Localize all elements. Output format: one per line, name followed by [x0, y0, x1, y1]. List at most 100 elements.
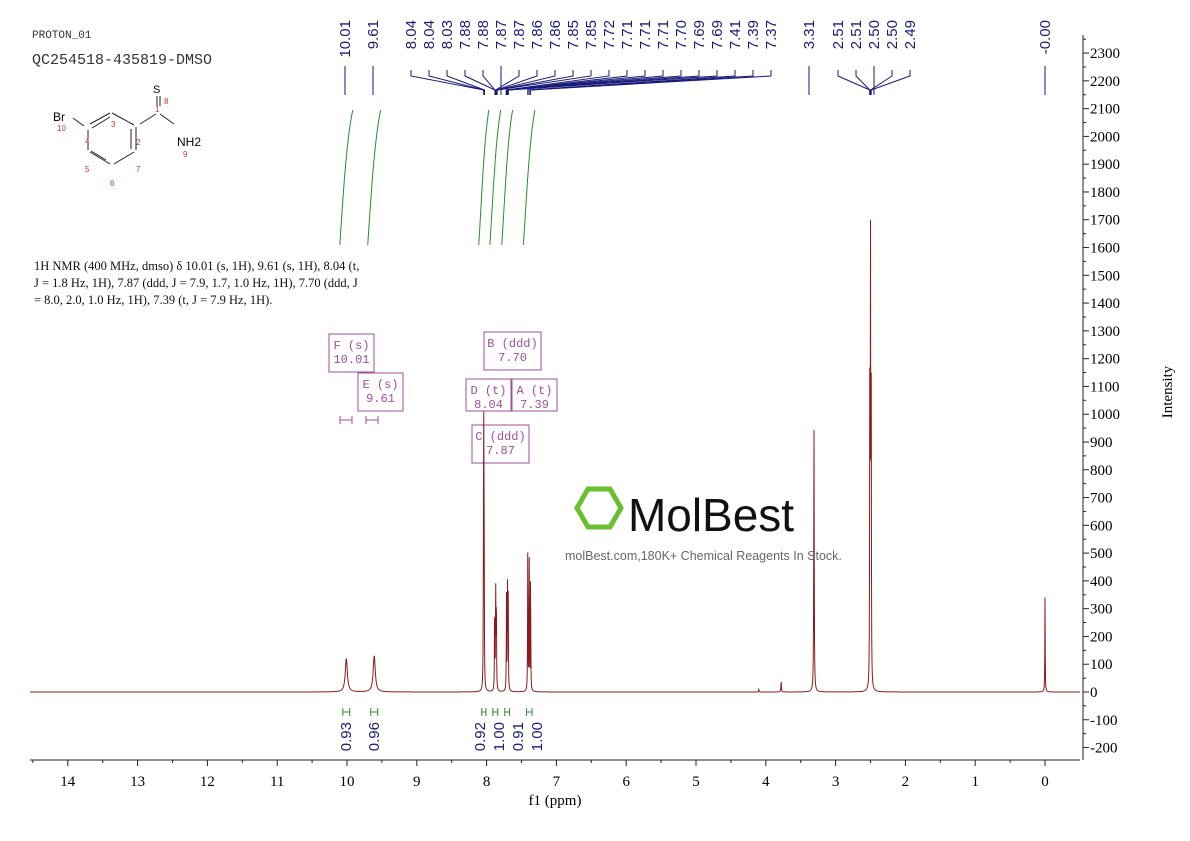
- peak-label: 7.87: [511, 20, 528, 49]
- integral-bracket: [492, 708, 499, 716]
- atom-number: 9: [183, 150, 188, 159]
- sample-name: QC254518-435819-DMSO: [32, 52, 213, 69]
- multiplet-box: [483, 331, 542, 371]
- peak-label: 7.69: [691, 20, 708, 49]
- multiplet-label: C (ddd): [475, 430, 525, 444]
- x-tick-label: 8: [483, 774, 491, 790]
- peak-label-leader: [506, 70, 664, 95]
- atom-number: 4: [85, 137, 90, 146]
- atom-number: 8: [164, 97, 169, 106]
- integral-bracket: [481, 708, 487, 716]
- multiplet-box: [328, 333, 375, 373]
- peak-label-leader: [495, 70, 520, 95]
- peak-label: 7.86: [547, 20, 564, 49]
- integral-bracket: [504, 708, 511, 716]
- y-tick-label: 100: [1090, 657, 1113, 673]
- y-tick-label: 200: [1090, 629, 1113, 645]
- peak-label: 7.71: [637, 20, 654, 49]
- multiplet-range: [339, 416, 353, 424]
- integral-bracket: [525, 708, 533, 716]
- integral-curve: [367, 109, 382, 246]
- description-line: = 8.0, 2.0, 1.0 Hz, 1H), 7.39 (t, J = 7.…: [34, 293, 273, 307]
- multiplet-value: 8.04: [474, 398, 503, 412]
- x-tick-label: 0: [1041, 774, 1049, 790]
- integral-value: 1.00: [529, 722, 546, 751]
- peak-label: 7.41: [727, 20, 744, 49]
- x-tick-label: 12: [200, 774, 215, 790]
- peak-label-leader: [428, 70, 485, 95]
- integral-curve: [501, 109, 514, 246]
- x-tick-label: 10: [340, 774, 355, 790]
- x-axis-label: f1 (ppm): [529, 793, 582, 809]
- atom-number: 1: [155, 105, 160, 114]
- multiplet-label: A (t): [516, 384, 552, 398]
- integral-value: 0.96: [366, 722, 383, 751]
- y-tick-label: 300: [1090, 602, 1113, 618]
- peak-label-leader: [870, 70, 893, 95]
- y-tick-label: 1200: [1090, 352, 1120, 368]
- x-tick-label: 7: [553, 774, 561, 790]
- molecule-structure: Br S NH2 1 2 3 4 5 6 7 8 9 10: [53, 84, 201, 188]
- atom-nh2: NH2: [177, 135, 201, 149]
- peak-label-leader: [837, 70, 871, 95]
- x-tick-label: 13: [130, 774, 145, 790]
- integral-value: 0.92: [472, 722, 489, 751]
- y-tick-label: 700: [1090, 491, 1113, 507]
- integral-value: 0.91: [510, 722, 527, 751]
- y-tick-label: -100: [1090, 713, 1118, 729]
- atom-s: S: [153, 84, 160, 96]
- y-tick-label: 1800: [1090, 185, 1120, 201]
- peak-label: 2.50: [884, 20, 901, 49]
- x-tick-label: 14: [60, 774, 76, 790]
- x-tick-label: 4: [762, 774, 770, 790]
- x-tick-label: 3: [832, 774, 840, 790]
- integral-value: 1.00: [491, 722, 508, 751]
- multiplet-box: [511, 378, 558, 412]
- peak-label-leader: [527, 70, 736, 95]
- multiplet-value: 7.87: [486, 444, 515, 458]
- integral-curve: [522, 109, 536, 246]
- y-tick-label: 900: [1090, 435, 1113, 451]
- integral-curve: [489, 109, 502, 246]
- peak-label-leader: [530, 70, 772, 95]
- multiplet-box: [465, 378, 512, 412]
- multiplet-label: F (s): [333, 339, 369, 353]
- peak-label-leader: [505, 70, 610, 95]
- peak-label-leader: [855, 70, 871, 95]
- y-tick-label: 400: [1090, 574, 1113, 590]
- atom-number: 3: [111, 120, 116, 129]
- y-axis-label: Intensity: [1160, 365, 1176, 418]
- y-tick-label: 1000: [1090, 407, 1120, 423]
- peak-label-leader: [507, 70, 682, 95]
- multiplet-range: [365, 416, 379, 424]
- y-tick-label: 2000: [1090, 129, 1120, 145]
- multiplet-value: 9.61: [366, 392, 395, 406]
- y-tick-label: 2200: [1090, 74, 1120, 90]
- molbest-logo-icon: [574, 486, 624, 530]
- peak-label: 2.50: [866, 20, 883, 49]
- peak-label: 7.71: [655, 20, 672, 49]
- multiplet-value: 7.39: [520, 398, 549, 412]
- multiplet-value: 7.70: [498, 351, 527, 365]
- x-tick-label: 5: [692, 774, 700, 790]
- x-tick-label: 9: [413, 774, 421, 790]
- atom-number: 10: [57, 124, 66, 133]
- peak-label: 2.51: [830, 20, 847, 49]
- integral-bracket: [342, 708, 351, 716]
- atom-br: Br: [53, 110, 65, 124]
- atom-number: 6: [110, 179, 115, 188]
- integral-value: 0.93: [338, 722, 355, 751]
- peak-label: 8.03: [439, 20, 456, 49]
- peak-label: 7.69: [709, 20, 726, 49]
- peak-label: 3.31: [801, 20, 818, 49]
- peak-label: 7.72: [601, 20, 618, 49]
- y-tick-label: -200: [1090, 741, 1118, 757]
- peak-label: 7.86: [529, 20, 546, 49]
- atom-number: 5: [85, 165, 90, 174]
- description-line: 1H NMR (400 MHz, dmso) δ 10.01 (s, 1H), …: [34, 259, 360, 273]
- x-tick-label: 6: [622, 774, 630, 790]
- description-line: J = 1.8 Hz, 1H), 7.87 (ddd, J = 7.9, 1.7…: [34, 276, 358, 290]
- integral-curve: [339, 109, 354, 246]
- experiment-name: PROTON_01: [32, 30, 92, 42]
- spectrum-line: [30, 219, 1080, 693]
